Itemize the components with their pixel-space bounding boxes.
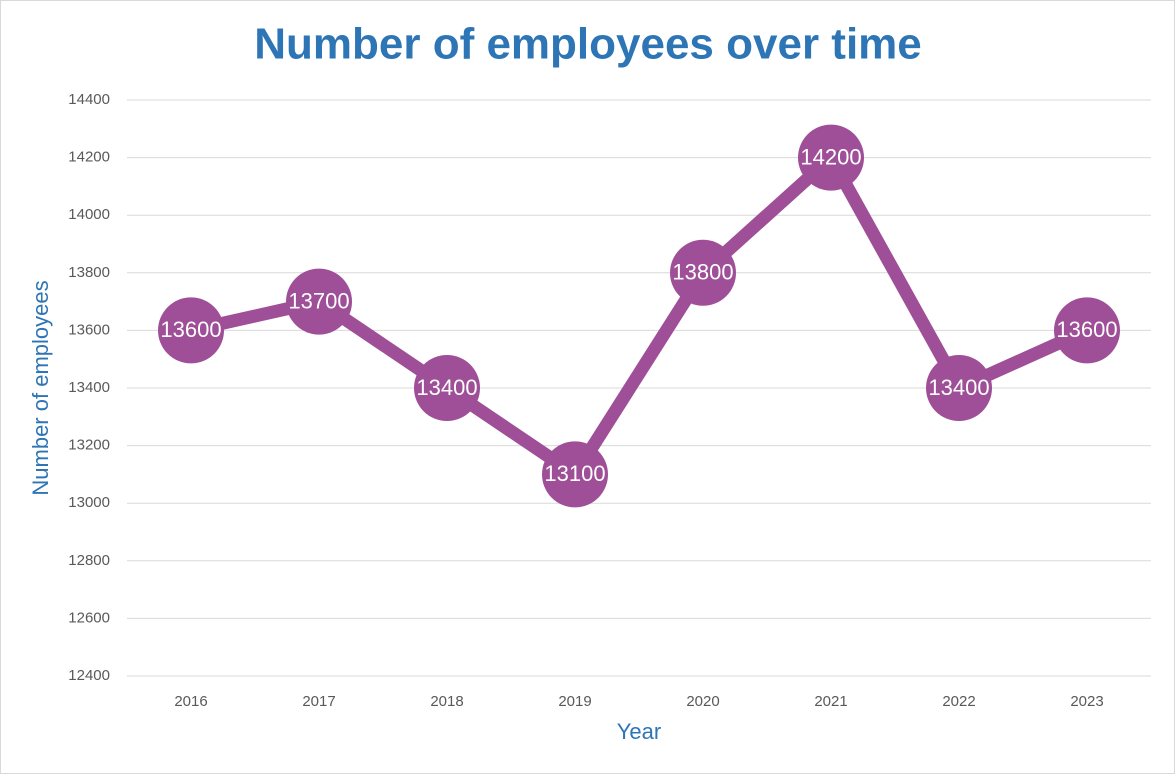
y-tick-label: 13400	[68, 379, 110, 396]
x-axis-label: Year	[617, 719, 661, 744]
data-label: 13700	[288, 288, 349, 313]
y-tick-label: 12400	[68, 667, 110, 684]
y-tick-label: 14000	[68, 206, 110, 223]
y-tick-label: 12800	[68, 552, 110, 569]
data-label: 13600	[160, 317, 221, 342]
marker	[542, 441, 608, 508]
y-tick-label: 13000	[68, 494, 110, 511]
y-axis-label: Number of employees	[28, 280, 53, 495]
data-label: 13800	[672, 260, 733, 285]
x-tick-label: 2021	[814, 693, 847, 710]
x-tick-label: 2016	[174, 693, 207, 710]
x-tick-label: 2019	[558, 693, 591, 710]
marker	[286, 268, 352, 335]
marker	[926, 355, 992, 421]
marker	[158, 297, 224, 364]
y-tick-label: 12600	[68, 609, 110, 626]
data-label: 13400	[416, 375, 477, 400]
data-label: 14200	[800, 144, 861, 169]
marker	[1054, 297, 1120, 364]
x-tick-label: 2022	[942, 693, 975, 710]
y-tick-label: 14400	[68, 91, 110, 108]
y-tick-label: 13200	[68, 437, 110, 454]
y-tick-label: 14200	[68, 149, 110, 166]
y-tick-label: 13800	[68, 264, 110, 281]
data-label: 13400	[928, 375, 989, 400]
marker	[798, 124, 864, 191]
data-label: 13100	[544, 461, 605, 486]
x-tick-label: 2020	[686, 693, 719, 710]
x-tick-label: 2023	[1070, 693, 1103, 710]
data-label: 13600	[1056, 317, 1117, 342]
y-tick-label: 13600	[68, 321, 110, 338]
chart-title: Number of employees over time	[254, 20, 922, 69]
x-tick-label: 2018	[430, 693, 463, 710]
marker	[670, 239, 736, 306]
marker	[414, 355, 480, 421]
x-tick-label: 2017	[302, 693, 335, 710]
